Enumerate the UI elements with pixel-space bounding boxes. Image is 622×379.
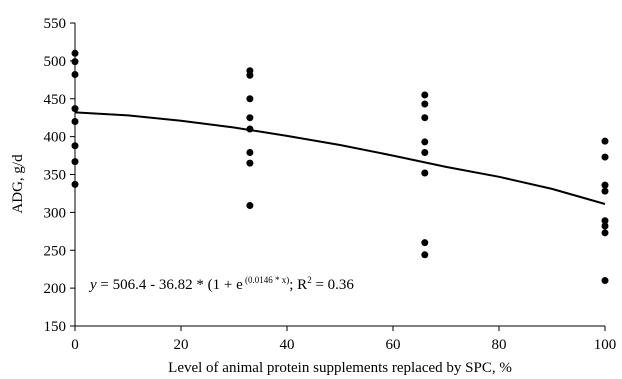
data-point — [601, 229, 609, 237]
data-point — [246, 71, 254, 79]
data-point — [71, 117, 79, 125]
data-points — [71, 49, 609, 285]
data-point — [421, 169, 429, 177]
y-tick-label: 250 — [44, 243, 67, 259]
data-point — [421, 251, 429, 259]
x-tick-label: 0 — [71, 337, 79, 353]
x-tick-label: 40 — [280, 337, 295, 353]
data-point — [601, 137, 609, 145]
data-point — [246, 159, 254, 167]
data-point — [421, 239, 429, 247]
data-point — [71, 58, 79, 66]
y-tick-label: 400 — [44, 130, 67, 146]
x-tick-label: 100 — [594, 337, 617, 353]
data-point — [71, 105, 79, 113]
y-tick-label: 350 — [44, 168, 67, 184]
y-tick-label: 500 — [44, 54, 67, 70]
y-tick-label: 550 — [44, 16, 67, 32]
x-axis-label: Level of animal protein supplements repl… — [168, 360, 512, 376]
x-tick-label: 60 — [386, 337, 401, 353]
y-axis-ticks: 150 200 250 300 350 400 450 500 550 — [44, 16, 75, 335]
y-tick-label: 450 — [44, 92, 67, 108]
data-point — [71, 71, 79, 79]
data-point — [421, 100, 429, 108]
data-point — [71, 180, 79, 188]
data-point — [601, 187, 609, 195]
data-point — [421, 138, 429, 146]
x-tick-label: 80 — [492, 337, 507, 353]
data-point — [601, 181, 609, 189]
data-point — [246, 95, 254, 103]
data-point — [421, 149, 429, 157]
data-point — [71, 158, 79, 166]
data-point — [246, 114, 254, 122]
data-point — [71, 142, 79, 150]
y-tick-label: 150 — [44, 319, 67, 335]
y-tick-label: 200 — [44, 281, 67, 297]
regression-equation: y = 506.4 - 36.82 * (1 + e (0.0146 * x);… — [88, 275, 354, 293]
y-axis-label: ADG, g/d — [10, 154, 26, 214]
fitted-curve — [74, 111, 606, 205]
data-point — [71, 49, 79, 57]
x-tick-label: 20 — [174, 337, 189, 353]
data-point — [601, 217, 609, 225]
data-point — [246, 202, 254, 210]
data-point — [601, 153, 609, 161]
y-tick-label: 300 — [44, 205, 67, 221]
data-point — [421, 91, 429, 99]
data-point — [601, 277, 609, 285]
x-axis-ticks: 0 20 40 60 80 100 — [71, 326, 616, 353]
data-point — [601, 222, 609, 230]
data-point — [246, 125, 254, 133]
data-point — [246, 149, 254, 157]
data-point — [421, 114, 429, 122]
